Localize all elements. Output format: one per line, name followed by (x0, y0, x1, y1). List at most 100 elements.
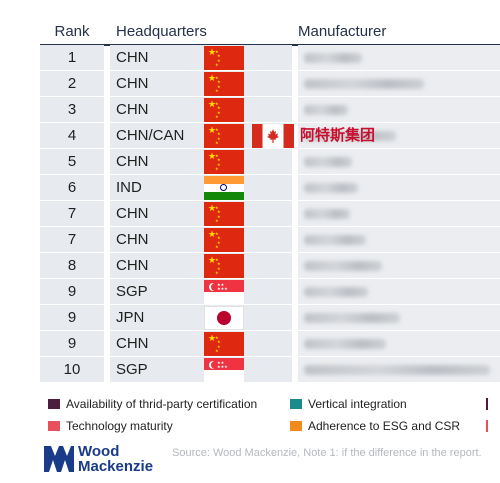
table-row: 7 CHN ★ ★ ★ ★ ★ (40, 227, 500, 253)
flag-star-icon: ★ (215, 166, 219, 171)
rank-cell: 10 (40, 357, 104, 383)
flag-star-icon: ★ (215, 270, 219, 275)
rank-cell: 7 (40, 201, 104, 227)
maple-leaf-icon (267, 129, 279, 143)
manufacturer-cell-redacted (298, 305, 500, 331)
redacted-name-blur (304, 131, 396, 141)
manufacturer-cell-redacted (298, 201, 500, 227)
canada-flag-icon (252, 124, 294, 148)
flag-star-icon: ★ (217, 209, 221, 214)
flag-star-icon: ★ (208, 333, 217, 343)
headquarters-code: CHN (116, 205, 149, 222)
redacted-name-blur (304, 79, 424, 89)
table-row: 6 IND (40, 175, 500, 201)
headquarters-cell: IND (110, 175, 292, 201)
china-flag-icon: ★ ★ ★ ★ ★ (204, 150, 244, 174)
singapore-flag-icon: ★★ ★★★ (204, 358, 244, 382)
header-manufacturer: Manufacturer (298, 23, 387, 40)
japan-flag-icon (204, 306, 244, 330)
legend-label: Vertical integration (308, 397, 407, 411)
flag-star-icon: ★ (208, 203, 217, 213)
table-row: 9 CHN ★ ★ ★ ★ ★ (40, 331, 500, 357)
flag-star-icon: ★ (217, 58, 221, 63)
flag-star-icon: ★ (215, 153, 219, 158)
crescent-cutout (211, 361, 219, 369)
rank-cell: 1 (40, 45, 104, 71)
table-row: 9 JPN (40, 305, 500, 331)
flag-star-icon: ★ (217, 84, 221, 89)
flag-star-icon: ★ (217, 235, 221, 240)
china-flag-icon: ★ ★ ★ ★ ★ (204, 72, 244, 96)
legend-swatch (290, 399, 302, 409)
manufacturer-cell-redacted (298, 227, 500, 253)
flag-star-icon: ★ (217, 339, 221, 344)
china-flag-icon: ★ ★ ★ ★ ★ (204, 228, 244, 252)
redacted-name-blur (304, 209, 350, 219)
table-row: 3 CHN ★ ★ ★ ★ ★ (40, 97, 500, 123)
crescent-cutout (211, 283, 219, 291)
logo-line-2: Mackenzie (78, 458, 154, 475)
table-row: 5 CHN ★ ★ ★ ★ ★ (40, 149, 500, 175)
flag-star-icon: ★ (208, 99, 217, 109)
flag-star-icon: ★ (215, 49, 219, 54)
rank-cell: 3 (40, 97, 104, 123)
flag-star-icon: ★ (215, 140, 219, 145)
china-flag-icon: ★ ★ ★ ★ ★ (204, 46, 244, 70)
manufacturer-cell-redacted (298, 253, 500, 279)
flag-star-icon: ★★ ★★★ (217, 360, 228, 369)
headquarters-code: CHN (116, 153, 149, 170)
headquarters-cell: CHN (110, 201, 292, 227)
headquarters-code: CHN (116, 231, 149, 248)
table-row: 7 CHN ★ ★ ★ ★ ★ (40, 201, 500, 227)
table-row: 4 CHN/CAN ★ ★ ★ ★ ★ (40, 123, 500, 149)
flag-star-icon: ★ (208, 73, 217, 83)
wood-mackenzie-logo: Wood Mackenzie (44, 444, 174, 476)
redacted-name-blur (304, 157, 352, 167)
headquarters-cell: CHN (110, 45, 292, 71)
legend-cutoff-mark (486, 398, 488, 410)
wood-mackenzie-logo-icon (44, 446, 74, 472)
rank-cell: 9 (40, 305, 104, 331)
headquarters-code: CHN (116, 335, 149, 352)
redacted-name-blur (304, 235, 366, 245)
headquarters-cell: CHN (110, 149, 292, 175)
flag-star-icon: ★ (217, 105, 221, 110)
headquarters-code: SGP (116, 361, 148, 378)
rank-cell: 8 (40, 253, 104, 279)
china-flag-icon: ★ ★ ★ ★ ★ (204, 254, 244, 278)
manufacturer-cell-redacted (298, 123, 500, 149)
manufacturer-cell-redacted (298, 331, 500, 357)
flag-star-icon: ★ (208, 125, 217, 135)
header-rank: Rank (54, 23, 90, 40)
redacted-name-blur (304, 339, 386, 349)
flag-star-icon: ★ (215, 101, 219, 106)
table-row: 10 SGP ★★ ★★★ (40, 357, 500, 383)
flag-star-icon: ★ (215, 75, 219, 80)
legend-label: Availability of thrid-party certificatio… (66, 397, 258, 411)
china-flag-icon: ★ ★ ★ ★ ★ (204, 332, 244, 356)
legend-label: Technology maturity (66, 419, 173, 433)
flag-star-icon: ★ (217, 240, 221, 245)
flag-star-icon: ★ (217, 53, 221, 58)
flag-star-icon: ★ (208, 255, 217, 265)
flag-star-icon: ★ (208, 47, 217, 57)
headquarters-cell: SGP (110, 357, 292, 383)
manufacturer-cell-redacted (298, 357, 500, 383)
manufacturer-cell-redacted (298, 97, 500, 123)
flag-star-icon: ★ (215, 114, 219, 119)
china-flag-icon: ★ ★ ★ ★ ★ (204, 124, 244, 148)
redacted-name-blur (304, 183, 358, 193)
rank-cell: 6 (40, 175, 104, 201)
flag-star-icon: ★ (217, 157, 221, 162)
redacted-name-blur (304, 313, 400, 323)
headquarters-code: CHN (116, 257, 149, 274)
table-row: 2 CHN ★ ★ ★ ★ ★ (40, 71, 500, 97)
chakra-icon (220, 184, 227, 191)
table-row: 9 SGP ★★ ★★★ (40, 279, 500, 305)
rank-cell: 2 (40, 71, 104, 97)
headquarters-cell: CHN (110, 227, 292, 253)
headquarters-code: CHN (116, 75, 149, 92)
rank-cell: 9 (40, 279, 104, 305)
headquarters-cell: CHN (110, 331, 292, 357)
table-row: 1 CHN ★ ★ ★ ★ ★ (40, 45, 500, 71)
